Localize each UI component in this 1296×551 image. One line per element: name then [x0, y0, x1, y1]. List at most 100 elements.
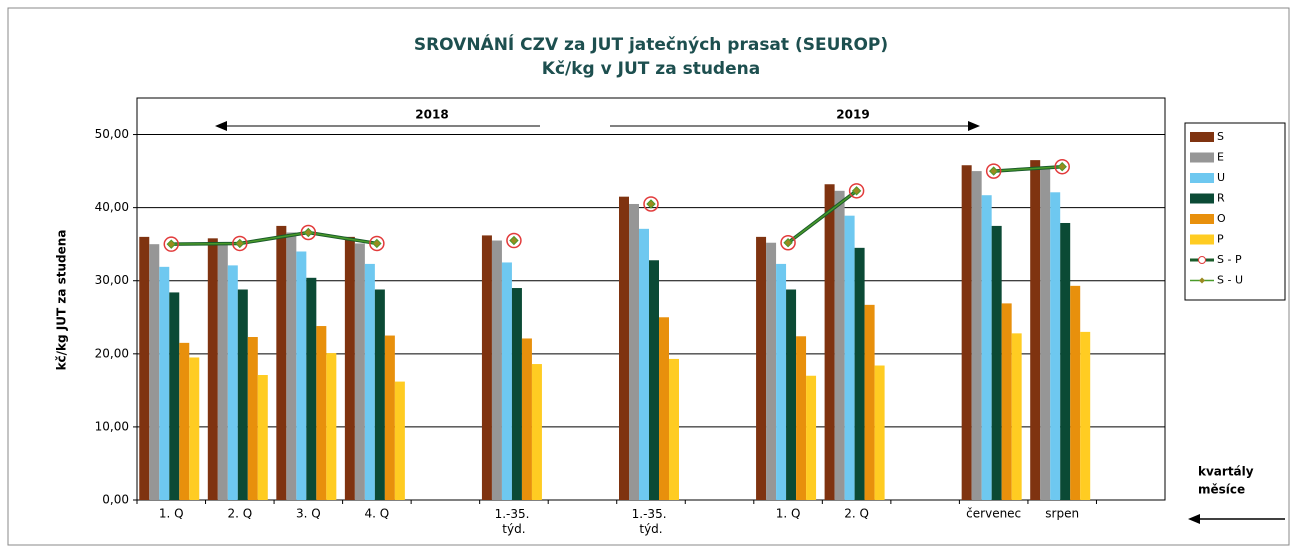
bar	[247, 337, 258, 500]
bar	[511, 288, 522, 500]
bar	[824, 184, 835, 501]
line	[171, 231, 377, 245]
bar	[1080, 331, 1091, 500]
marker	[369, 235, 385, 252]
bar	[629, 203, 639, 500]
year-label: 2018	[415, 108, 448, 122]
x-tick-label: 4. Q	[365, 507, 390, 521]
marker	[780, 234, 796, 251]
x-tick-label: 2. Q	[844, 507, 869, 521]
marker	[163, 236, 180, 252]
marker	[985, 163, 1002, 179]
marker	[300, 224, 317, 241]
bar	[139, 236, 150, 500]
line	[993, 165, 1063, 172]
bar	[296, 251, 307, 500]
year-label: 2019	[836, 108, 869, 122]
bar	[364, 263, 375, 500]
marker	[232, 235, 248, 252]
bar	[834, 190, 845, 501]
marker	[166, 239, 176, 249]
bar	[237, 289, 248, 500]
bar	[971, 171, 982, 500]
x-tick-label: 3. Q	[296, 507, 321, 521]
y-tick-label: 40,00	[95, 200, 129, 214]
bar	[491, 240, 502, 500]
bar	[659, 317, 669, 500]
bar	[207, 238, 218, 501]
marker	[851, 186, 862, 196]
legend-label: S	[1217, 130, 1224, 143]
legend-label: U	[1217, 171, 1225, 184]
bar	[354, 243, 365, 500]
bar	[649, 260, 659, 500]
chart-subtitle: Kč/kg v JUT za studena	[542, 59, 760, 79]
bar	[776, 263, 787, 500]
bar	[169, 292, 180, 500]
bar	[521, 338, 532, 500]
bar	[981, 195, 992, 500]
marker	[988, 166, 999, 176]
x-tick-label: 1. Q	[776, 507, 801, 521]
y-tick-label: 10,00	[95, 419, 129, 433]
marker	[509, 235, 519, 246]
legend-label: S - U	[1217, 274, 1243, 287]
x-tick-label: červenec	[966, 507, 1021, 521]
bar	[286, 232, 297, 500]
bar	[384, 335, 395, 500]
bar	[619, 196, 629, 500]
arrow-head	[1188, 514, 1200, 524]
x-tick-label: srpen	[1045, 507, 1079, 521]
x-tick-label: 2. Q	[227, 507, 252, 521]
bar	[1060, 222, 1071, 500]
bar	[394, 381, 405, 500]
x-tick-label: 1.-35. týd.	[632, 507, 671, 536]
marker	[1054, 158, 1070, 175]
marker	[848, 183, 865, 199]
bar	[149, 244, 160, 500]
legend-marker	[1199, 277, 1205, 284]
legend-label: E	[1217, 151, 1224, 164]
axis-note: kvartály	[1198, 465, 1254, 479]
line	[787, 190, 858, 244]
bar	[481, 235, 492, 501]
axis-note: měsíce	[1198, 483, 1245, 497]
legend-label: R	[1217, 192, 1225, 205]
bar	[179, 342, 190, 500]
marker	[372, 238, 382, 249]
bar	[756, 236, 767, 500]
label-line: 1.-35.	[632, 507, 671, 521]
bar	[991, 225, 1002, 500]
legend-label: S - P	[1217, 253, 1242, 266]
bar	[786, 289, 797, 500]
bar	[874, 365, 885, 500]
legend-swatch	[1190, 152, 1214, 163]
legend-swatch	[1190, 234, 1214, 245]
bar	[669, 358, 679, 500]
legend-swatch	[1190, 214, 1214, 224]
marker	[303, 227, 314, 238]
label-line: týd.	[502, 522, 525, 536]
bar	[227, 265, 238, 500]
legend-swatch	[1190, 193, 1214, 204]
bar	[854, 247, 865, 500]
bar	[1040, 166, 1051, 501]
bar	[1001, 303, 1012, 500]
bar	[316, 326, 327, 500]
bar	[306, 277, 317, 500]
marker	[643, 196, 659, 212]
legend-label: O	[1217, 212, 1226, 225]
bar	[844, 215, 855, 500]
bar	[374, 289, 385, 500]
y-tick-label: 30,00	[95, 273, 129, 287]
bar	[864, 304, 875, 500]
marker	[506, 232, 522, 249]
bar	[1050, 192, 1061, 500]
marker	[646, 199, 656, 209]
chart-title: SROVNÁNÍ CZV za JUT jatečných prasat (SE…	[414, 33, 888, 55]
bar	[1070, 285, 1081, 500]
bar	[806, 375, 817, 500]
bar	[639, 228, 649, 500]
bar	[501, 262, 512, 500]
bar	[344, 236, 355, 500]
